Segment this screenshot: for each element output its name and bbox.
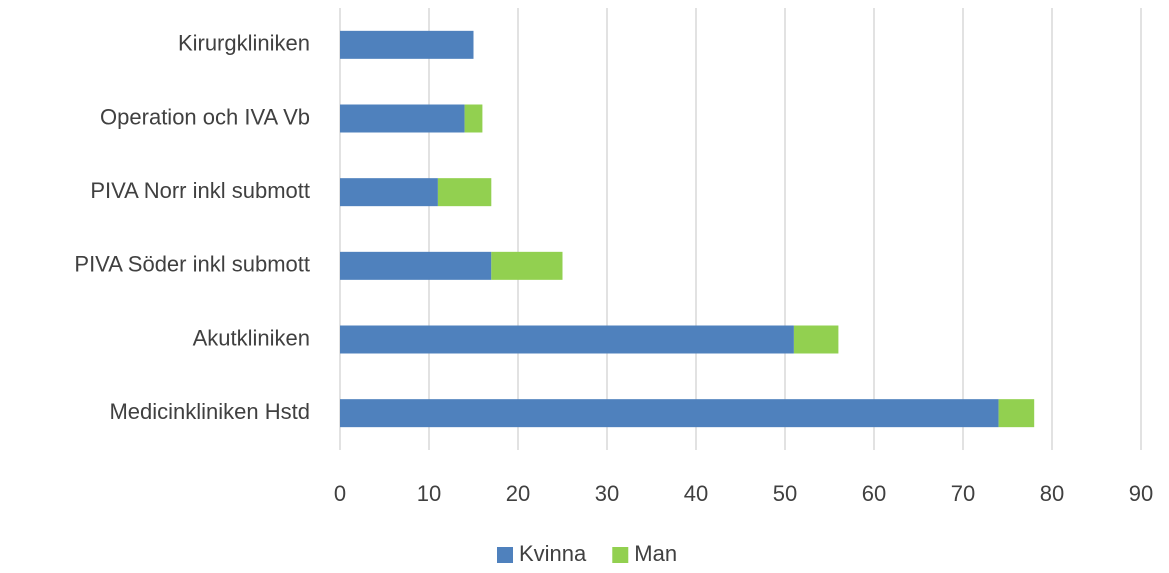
x-tick-label: 50 <box>773 481 797 506</box>
bar-segment <box>437 178 492 207</box>
y-tick-label: PIVA Söder inkl submott <box>74 252 310 277</box>
x-tick-label: 60 <box>862 481 886 506</box>
bar-segment <box>340 399 999 428</box>
y-tick-label: Operation och IVA Vb <box>100 104 310 129</box>
legend-swatch <box>612 547 629 563</box>
x-tick-label: 20 <box>506 481 530 506</box>
bar-segment <box>340 178 438 207</box>
legend-label: Kvinna <box>519 541 587 566</box>
y-tick-label: PIVA Norr inkl submott <box>90 178 310 203</box>
bar-segment <box>793 325 839 354</box>
x-tick-label: 90 <box>1129 481 1153 506</box>
x-tick-label: 0 <box>334 481 346 506</box>
bar-segment <box>340 104 465 133</box>
bar-segment <box>491 251 563 280</box>
x-tick-label: 30 <box>595 481 619 506</box>
bar-segment <box>998 399 1035 428</box>
y-tick-label: Akutkliniken <box>193 325 310 350</box>
legend-label: Man <box>634 541 677 566</box>
bar-segment <box>464 104 483 133</box>
x-tick-label: 10 <box>417 481 441 506</box>
x-tick-label: 80 <box>1040 481 1064 506</box>
bar-segment <box>340 251 492 280</box>
y-tick-label: Medicinkliniken Hstd <box>109 399 310 424</box>
legend-swatch <box>497 547 513 563</box>
bar-segment <box>340 325 794 354</box>
bar-segment <box>340 30 474 59</box>
x-tick-label: 70 <box>951 481 975 506</box>
x-tick-label: 40 <box>684 481 708 506</box>
y-tick-label: Kirurgkliniken <box>178 31 310 56</box>
